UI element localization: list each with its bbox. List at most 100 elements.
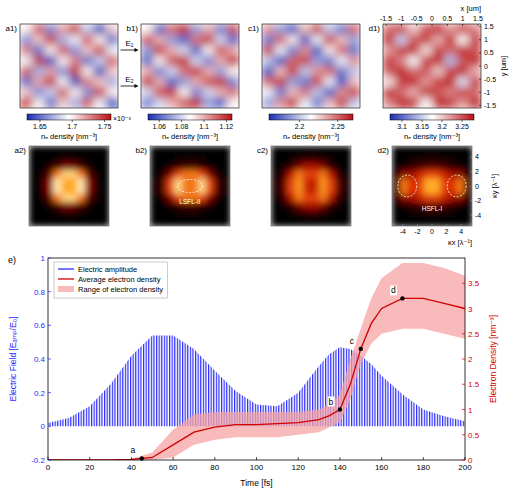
cell bbox=[150, 218, 159, 226]
cell bbox=[198, 178, 207, 187]
heatmap bbox=[20, 24, 118, 108]
cell bbox=[93, 186, 102, 195]
cell bbox=[444, 98, 457, 109]
cell bbox=[392, 178, 401, 187]
y-tick-label: -0.2 bbox=[31, 456, 45, 465]
cell bbox=[174, 154, 183, 163]
point-marker bbox=[140, 456, 144, 460]
cell bbox=[29, 154, 38, 163]
cell bbox=[214, 146, 223, 155]
cell bbox=[457, 45, 470, 56]
cell bbox=[222, 210, 230, 219]
plot-frame bbox=[48, 258, 465, 460]
cell bbox=[464, 202, 472, 211]
cell bbox=[408, 186, 417, 195]
y-axis-title: κy [λ⁻¹] bbox=[490, 174, 499, 198]
x-tick-label: -1 bbox=[398, 15, 404, 22]
cell bbox=[420, 66, 433, 77]
cell bbox=[303, 210, 312, 219]
cell bbox=[158, 194, 167, 203]
cell bbox=[69, 178, 78, 187]
cell bbox=[202, 77, 215, 88]
cell bbox=[319, 218, 328, 226]
cell bbox=[81, 77, 94, 88]
cell bbox=[408, 210, 417, 219]
cell bbox=[53, 218, 62, 226]
cell bbox=[37, 186, 46, 195]
x-tick-label: 140 bbox=[333, 463, 347, 472]
cell bbox=[222, 146, 230, 155]
cell bbox=[81, 98, 94, 109]
cell bbox=[106, 66, 118, 77]
cell bbox=[198, 146, 207, 155]
cell bbox=[271, 146, 280, 155]
cell bbox=[93, 162, 102, 171]
cell bbox=[383, 66, 396, 77]
cell bbox=[222, 218, 230, 226]
cell bbox=[77, 202, 86, 211]
cell bbox=[222, 162, 230, 171]
cell bbox=[408, 77, 421, 88]
cell bbox=[20, 98, 33, 109]
cell bbox=[287, 98, 300, 109]
cell bbox=[153, 87, 166, 98]
cell bbox=[395, 45, 408, 56]
y-tick bbox=[479, 26, 481, 27]
cell bbox=[214, 210, 223, 219]
cell bbox=[166, 45, 179, 56]
y-tick bbox=[48, 460, 51, 461]
cell bbox=[416, 178, 425, 187]
cell bbox=[416, 162, 425, 171]
cell bbox=[158, 162, 167, 171]
cell bbox=[77, 210, 86, 219]
cell bbox=[69, 162, 78, 171]
cell bbox=[274, 98, 287, 109]
colorbar-tick bbox=[181, 120, 182, 122]
heatmap bbox=[141, 24, 239, 108]
cell bbox=[202, 87, 215, 98]
cell bbox=[85, 170, 94, 179]
cell bbox=[215, 35, 228, 46]
cell bbox=[190, 35, 203, 46]
colorbar-label: nₑ density [nm⁻³] bbox=[404, 132, 460, 141]
cell bbox=[57, 35, 70, 46]
cell bbox=[85, 154, 94, 163]
x-tick bbox=[462, 24, 463, 26]
cell bbox=[327, 146, 336, 155]
x-tick bbox=[417, 224, 418, 226]
cell bbox=[440, 194, 449, 203]
cell bbox=[469, 87, 481, 98]
region-label: HSFL-I bbox=[422, 205, 443, 212]
cell bbox=[469, 45, 481, 56]
cells bbox=[20, 24, 118, 108]
y-tick-label: 0.4 bbox=[34, 355, 46, 364]
cell bbox=[53, 186, 62, 195]
cell bbox=[311, 66, 324, 77]
cell bbox=[271, 194, 280, 203]
point-label: d bbox=[391, 285, 396, 295]
cell bbox=[150, 162, 159, 171]
cell bbox=[311, 186, 320, 195]
colorbar-tick-label: 1.12 bbox=[220, 123, 234, 130]
cell bbox=[424, 170, 433, 179]
cell bbox=[311, 87, 324, 98]
cell bbox=[174, 146, 183, 155]
cell bbox=[424, 178, 433, 187]
cell bbox=[303, 218, 312, 226]
cell bbox=[424, 154, 433, 163]
cell bbox=[420, 24, 433, 35]
x-tick-label: 20 bbox=[85, 463, 94, 472]
cell bbox=[448, 154, 457, 163]
cell bbox=[262, 98, 275, 109]
line bbox=[48, 298, 465, 460]
cell bbox=[311, 146, 320, 155]
cell bbox=[287, 186, 296, 195]
cell bbox=[311, 162, 320, 171]
colorbar-tick bbox=[442, 120, 443, 122]
cells bbox=[150, 146, 230, 226]
cell bbox=[190, 98, 203, 109]
cell bbox=[93, 170, 102, 179]
cells bbox=[141, 24, 239, 108]
cell bbox=[448, 162, 457, 171]
cell bbox=[299, 87, 312, 98]
